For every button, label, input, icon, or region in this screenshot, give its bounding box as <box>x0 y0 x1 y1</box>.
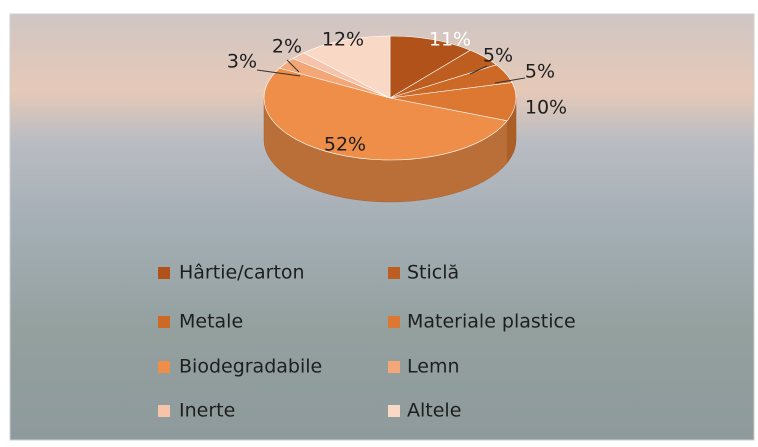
legend-swatch <box>158 361 170 373</box>
legend-swatch <box>388 267 400 279</box>
pie-slice <box>263 67 508 161</box>
legend-label: Altele <box>407 400 461 422</box>
leader-line <box>256 69 301 77</box>
legend-label: Lemn <box>407 356 460 378</box>
leader-line <box>286 59 300 73</box>
legend-label: Materiale plastice <box>407 311 576 333</box>
leader-line <box>494 77 526 84</box>
data-label: 10% <box>525 97 567 119</box>
legend-swatch <box>158 316 170 328</box>
legend-swatch <box>158 405 170 417</box>
pie-slice <box>303 35 391 99</box>
legend-swatch <box>158 267 170 279</box>
data-label: 11% <box>429 29 471 51</box>
legend-swatch <box>388 405 400 417</box>
pie-slice <box>389 35 471 99</box>
legend-label: Metale <box>179 311 243 333</box>
legend-swatch <box>388 316 400 328</box>
data-label: 3% <box>227 51 257 73</box>
data-label: 5% <box>483 45 513 67</box>
legend-swatch <box>388 361 400 373</box>
data-label: 52% <box>324 134 366 156</box>
pie-slice <box>389 82 517 122</box>
legend-label: Biodegradabile <box>179 356 322 378</box>
legend-label: Sticlă <box>407 262 459 284</box>
data-label: 12% <box>322 29 364 51</box>
leader-line <box>469 65 488 75</box>
data-label: 2% <box>272 36 302 58</box>
legend-label: Inerte <box>179 400 235 422</box>
data-label: 5% <box>525 61 555 83</box>
legend-label: Hârtie/carton <box>179 262 305 284</box>
